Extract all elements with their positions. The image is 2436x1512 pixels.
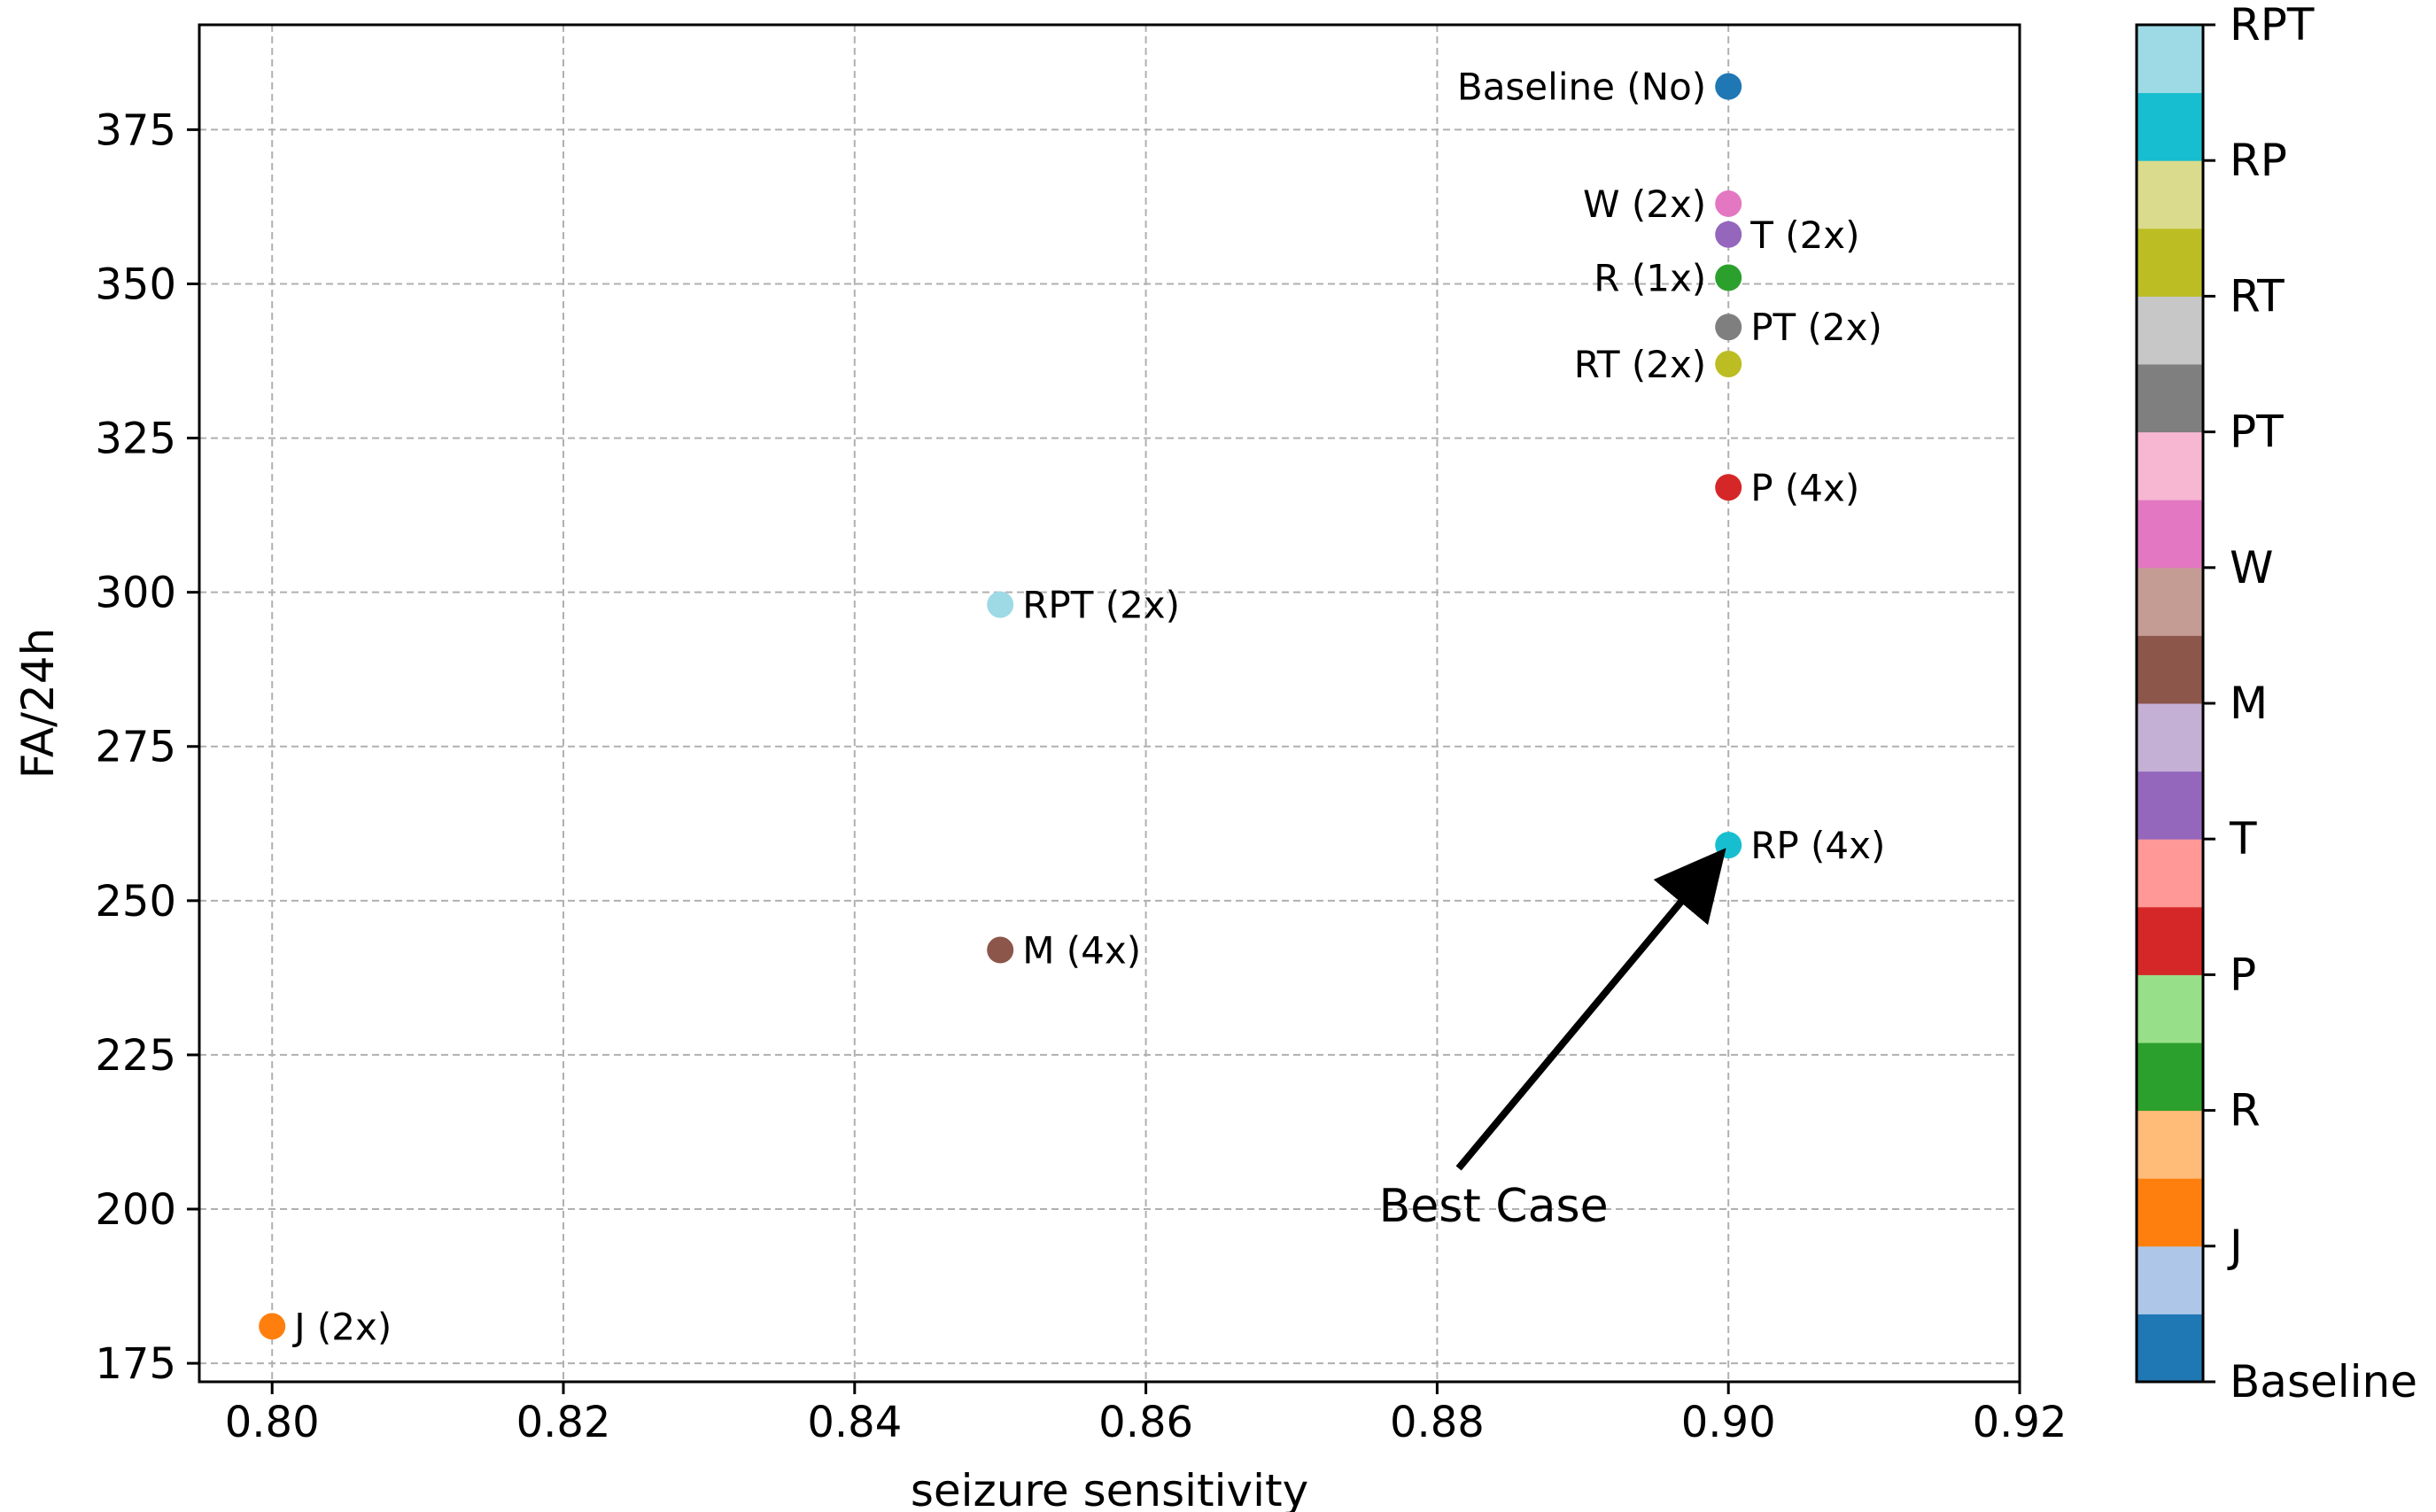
data-point (1715, 314, 1742, 341)
data-point (1715, 190, 1742, 217)
colorbar-tick-label: P (2230, 949, 2256, 1000)
colorbar-segment (2137, 500, 2203, 569)
y-tick-label: 250 (95, 877, 176, 927)
axis-ticks: 0.80 0.82 0.84 0.86 0.88 0.90 0.92 175 200 225 250… (95, 105, 2067, 1447)
data-point-label: J (2x) (291, 1305, 392, 1348)
colorbar-tick-label: RT (2230, 270, 2285, 322)
data-point (259, 1313, 286, 1340)
colorbar-tick-label: J (2227, 1221, 2243, 1272)
colorbar-segment (2137, 1245, 2203, 1314)
data-point-label: T (2x) (1749, 213, 1859, 257)
colorbar-segment (2137, 974, 2203, 1043)
data-point-label: W (2x) (1583, 182, 1706, 226)
data-point (1715, 351, 1742, 377)
colorbar-tick-label: RPT (2230, 0, 2315, 50)
colorbar-tick-label: W (2230, 542, 2273, 593)
annotation-arrow (1455, 848, 1726, 1171)
data-point-label: RT (2x) (1574, 343, 1706, 386)
colorbar-tick-label: RP (2230, 135, 2287, 186)
data-point-label: Baseline (No) (1457, 66, 1706, 109)
data-point-label: RP (4x) (1750, 824, 1885, 867)
x-tick-label: 0.90 (1681, 1398, 1776, 1447)
x-tick-label: 0.92 (1973, 1398, 2067, 1447)
x-tick-label: 0.88 (1390, 1398, 1485, 1447)
y-tick-label: 225 (95, 1031, 176, 1081)
data-points (259, 73, 1742, 1340)
y-tick-label: 325 (95, 415, 176, 464)
colorbar-segment (2137, 92, 2203, 161)
data-point-label: P (4x) (1750, 466, 1859, 509)
colorbar-segment (2137, 567, 2203, 636)
data-point (1715, 73, 1742, 100)
data-point (1715, 221, 1742, 248)
colorbar-segment (2137, 1110, 2203, 1179)
colorbar-segment (2137, 431, 2203, 500)
data-point (1715, 264, 1742, 291)
colorbar-segment (2137, 771, 2203, 840)
y-axis-label: FA/24h (12, 628, 64, 779)
data-point-label: R (1x) (1594, 257, 1706, 300)
data-point (1715, 832, 1742, 859)
y-tick-label: 350 (95, 260, 176, 309)
colorbar-segment (2137, 906, 2203, 975)
y-tick-label: 275 (95, 723, 176, 772)
annotation-text: Best Case (1379, 1180, 1609, 1233)
colorbar-segment (2137, 1178, 2203, 1247)
x-tick-label: 0.80 (225, 1398, 320, 1447)
y-tick-label: 200 (95, 1185, 176, 1235)
y-tick-label: 175 (95, 1339, 176, 1389)
x-tick-label: 0.86 (1098, 1398, 1193, 1447)
colorbar-segment (2137, 160, 2203, 229)
colorbar-tick-label: Baseline (2230, 1356, 2417, 1407)
grid-lines (199, 25, 2021, 1382)
plot-frame (198, 23, 2021, 1384)
colorbar-tick-label: R (2230, 1085, 2261, 1136)
data-point-label: PT (2x) (1750, 306, 1882, 349)
colorbar-tick-label: T (2229, 813, 2257, 865)
colorbar-tick-label: M (2230, 678, 2268, 729)
colorbar-segment (2137, 228, 2203, 297)
colorbar-segment (2137, 703, 2203, 772)
x-axis-label: seizure sensitivity (911, 1465, 1308, 1512)
y-tick-label: 375 (95, 105, 176, 155)
colorbar-segment (2137, 635, 2203, 704)
data-point (1715, 474, 1742, 501)
colorbar-segment (2137, 296, 2203, 365)
x-tick-label: 0.82 (516, 1398, 611, 1447)
data-point (987, 936, 1014, 964)
colorbar-tick-label: PT (2230, 407, 2284, 458)
annotation: Best Case (1379, 848, 1726, 1233)
x-tick-label: 0.84 (807, 1398, 902, 1447)
data-point (987, 591, 1014, 618)
colorbar-segment (2137, 364, 2203, 433)
colorbar-segment (2137, 839, 2203, 908)
data-point-label: M (4x) (1022, 929, 1141, 973)
y-tick-label: 300 (95, 569, 176, 618)
colorbar-segment (2137, 25, 2203, 94)
colorbar-segment (2137, 1043, 2203, 1112)
data-point-label: RPT (2x) (1022, 584, 1180, 627)
colorbar-segment (2137, 1314, 2203, 1383)
point-labels: Baseline (No) W (2x) T (2x) R (1x) PT (2x) RT… (291, 66, 1885, 1349)
